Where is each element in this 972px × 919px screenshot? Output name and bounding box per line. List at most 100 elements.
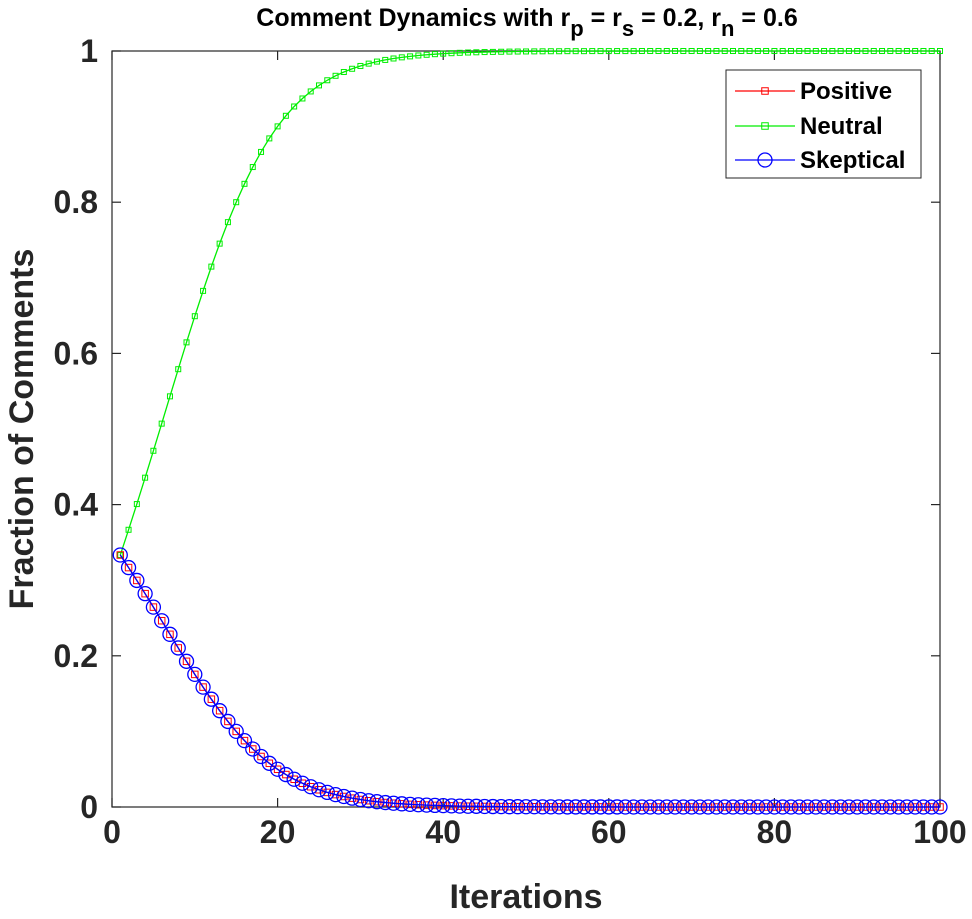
data-point-skeptical bbox=[443, 798, 460, 814]
data-point-skeptical bbox=[634, 799, 650, 815]
data-point-skeptical bbox=[799, 799, 816, 815]
data-point-neutral bbox=[373, 58, 380, 65]
data-point-skeptical bbox=[162, 626, 178, 642]
legend-entries: Positive Neutral Skeptical bbox=[735, 78, 905, 174]
data-point-neutral bbox=[804, 48, 811, 54]
data-point-neutral bbox=[696, 48, 703, 54]
data-point-neutral bbox=[845, 48, 852, 54]
data-point-neutral bbox=[340, 69, 347, 76]
data-point-neutral bbox=[539, 48, 546, 55]
data-point-skeptical bbox=[741, 799, 758, 815]
data-point-positive bbox=[306, 782, 315, 791]
data-point-neutral bbox=[895, 48, 902, 54]
data-point-neutral bbox=[572, 48, 579, 55]
data-point-skeptical bbox=[932, 799, 948, 815]
data-point-neutral bbox=[224, 219, 231, 226]
data-point-neutral bbox=[937, 48, 943, 54]
y-tick-label: 0 bbox=[80, 789, 98, 825]
data-point-neutral bbox=[448, 50, 455, 57]
data-point-neutral bbox=[556, 48, 563, 55]
data-point-skeptical bbox=[650, 799, 667, 815]
data-point-skeptical bbox=[170, 640, 186, 656]
data-point-neutral bbox=[175, 366, 182, 373]
data-point-skeptical bbox=[866, 799, 882, 815]
title-mid: = r bbox=[584, 4, 622, 32]
data-point-skeptical bbox=[303, 779, 319, 795]
data-point-neutral bbox=[597, 48, 604, 55]
data-point-skeptical bbox=[178, 653, 195, 669]
x-tick-label: 40 bbox=[425, 814, 461, 850]
data-point-skeptical bbox=[775, 799, 791, 815]
data-point-neutral bbox=[282, 112, 289, 119]
data-point-neutral bbox=[663, 48, 670, 54]
data-point-neutral bbox=[680, 48, 687, 54]
data-point-skeptical bbox=[220, 713, 236, 730]
data-point-skeptical bbox=[907, 799, 923, 815]
legend-marker-positive bbox=[761, 87, 769, 95]
title-prefix: Comment Dynamics with r bbox=[256, 4, 570, 32]
data-point-skeptical bbox=[278, 766, 294, 783]
data-point-neutral bbox=[349, 65, 356, 72]
data-point-skeptical bbox=[841, 799, 857, 815]
data-point-neutral bbox=[672, 48, 679, 54]
data-point-skeptical bbox=[675, 799, 691, 815]
data-point-neutral bbox=[142, 474, 149, 481]
data-point-skeptical bbox=[924, 799, 940, 815]
data-point-neutral bbox=[721, 48, 728, 54]
data-point-skeptical bbox=[733, 799, 749, 815]
data-point-skeptical bbox=[385, 795, 402, 811]
data-point-neutral bbox=[647, 48, 654, 54]
data-point-neutral bbox=[547, 48, 554, 55]
x-tick-label: 20 bbox=[260, 814, 296, 850]
data-point-neutral bbox=[514, 48, 521, 55]
data-point-neutral bbox=[324, 77, 331, 84]
data-point-skeptical bbox=[609, 799, 625, 815]
data-point-neutral bbox=[920, 48, 927, 54]
data-point-skeptical bbox=[659, 799, 675, 815]
data-point-skeptical bbox=[435, 797, 451, 814]
x-tick-labels: 0 20 40 60 80 100 bbox=[103, 814, 967, 850]
data-point-neutral bbox=[158, 420, 165, 427]
data-point-skeptical bbox=[783, 799, 799, 815]
data-point-neutral bbox=[465, 49, 472, 56]
data-point-neutral bbox=[274, 123, 281, 130]
data-point-positive bbox=[224, 717, 232, 726]
data-point-positive bbox=[207, 695, 216, 703]
data-point-neutral bbox=[431, 51, 438, 58]
data-point-skeptical bbox=[808, 799, 824, 815]
data-point-neutral bbox=[779, 48, 786, 54]
data-point-skeptical bbox=[534, 799, 551, 815]
data-point-neutral bbox=[887, 48, 894, 54]
data-point-skeptical bbox=[518, 799, 534, 815]
data-point-skeptical bbox=[683, 799, 700, 815]
data-point-neutral bbox=[638, 48, 645, 54]
data-point-skeptical bbox=[816, 799, 832, 815]
data-point-skeptical bbox=[394, 796, 410, 812]
data-point-neutral bbox=[730, 48, 736, 54]
data-point-skeptical bbox=[551, 799, 567, 815]
legend-label-neutral: Neutral bbox=[800, 113, 883, 140]
data-point-skeptical bbox=[882, 799, 898, 815]
data-point-skeptical bbox=[187, 666, 203, 683]
data-point-neutral bbox=[382, 56, 389, 63]
data-point-neutral bbox=[415, 52, 422, 59]
data-point-neutral bbox=[564, 48, 571, 55]
data-point-neutral bbox=[150, 447, 157, 454]
data-point-neutral bbox=[854, 48, 861, 54]
data-point-skeptical bbox=[120, 559, 137, 576]
data-point-neutral bbox=[614, 48, 621, 55]
data-point-neutral bbox=[183, 339, 190, 346]
data-point-skeptical bbox=[468, 798, 484, 814]
data-point-neutral bbox=[787, 48, 794, 54]
data-point-skeptical bbox=[543, 799, 559, 815]
data-point-skeptical bbox=[286, 771, 302, 787]
data-point-skeptical bbox=[766, 799, 783, 815]
data-point-neutral bbox=[771, 48, 778, 54]
data-point-skeptical bbox=[236, 732, 253, 749]
series-skeptical bbox=[112, 547, 948, 815]
data-point-positive bbox=[257, 752, 265, 761]
data-point-neutral bbox=[589, 48, 596, 55]
data-point-positive bbox=[124, 563, 133, 572]
data-point-positive bbox=[174, 644, 182, 652]
data-point-neutral bbox=[191, 313, 198, 320]
